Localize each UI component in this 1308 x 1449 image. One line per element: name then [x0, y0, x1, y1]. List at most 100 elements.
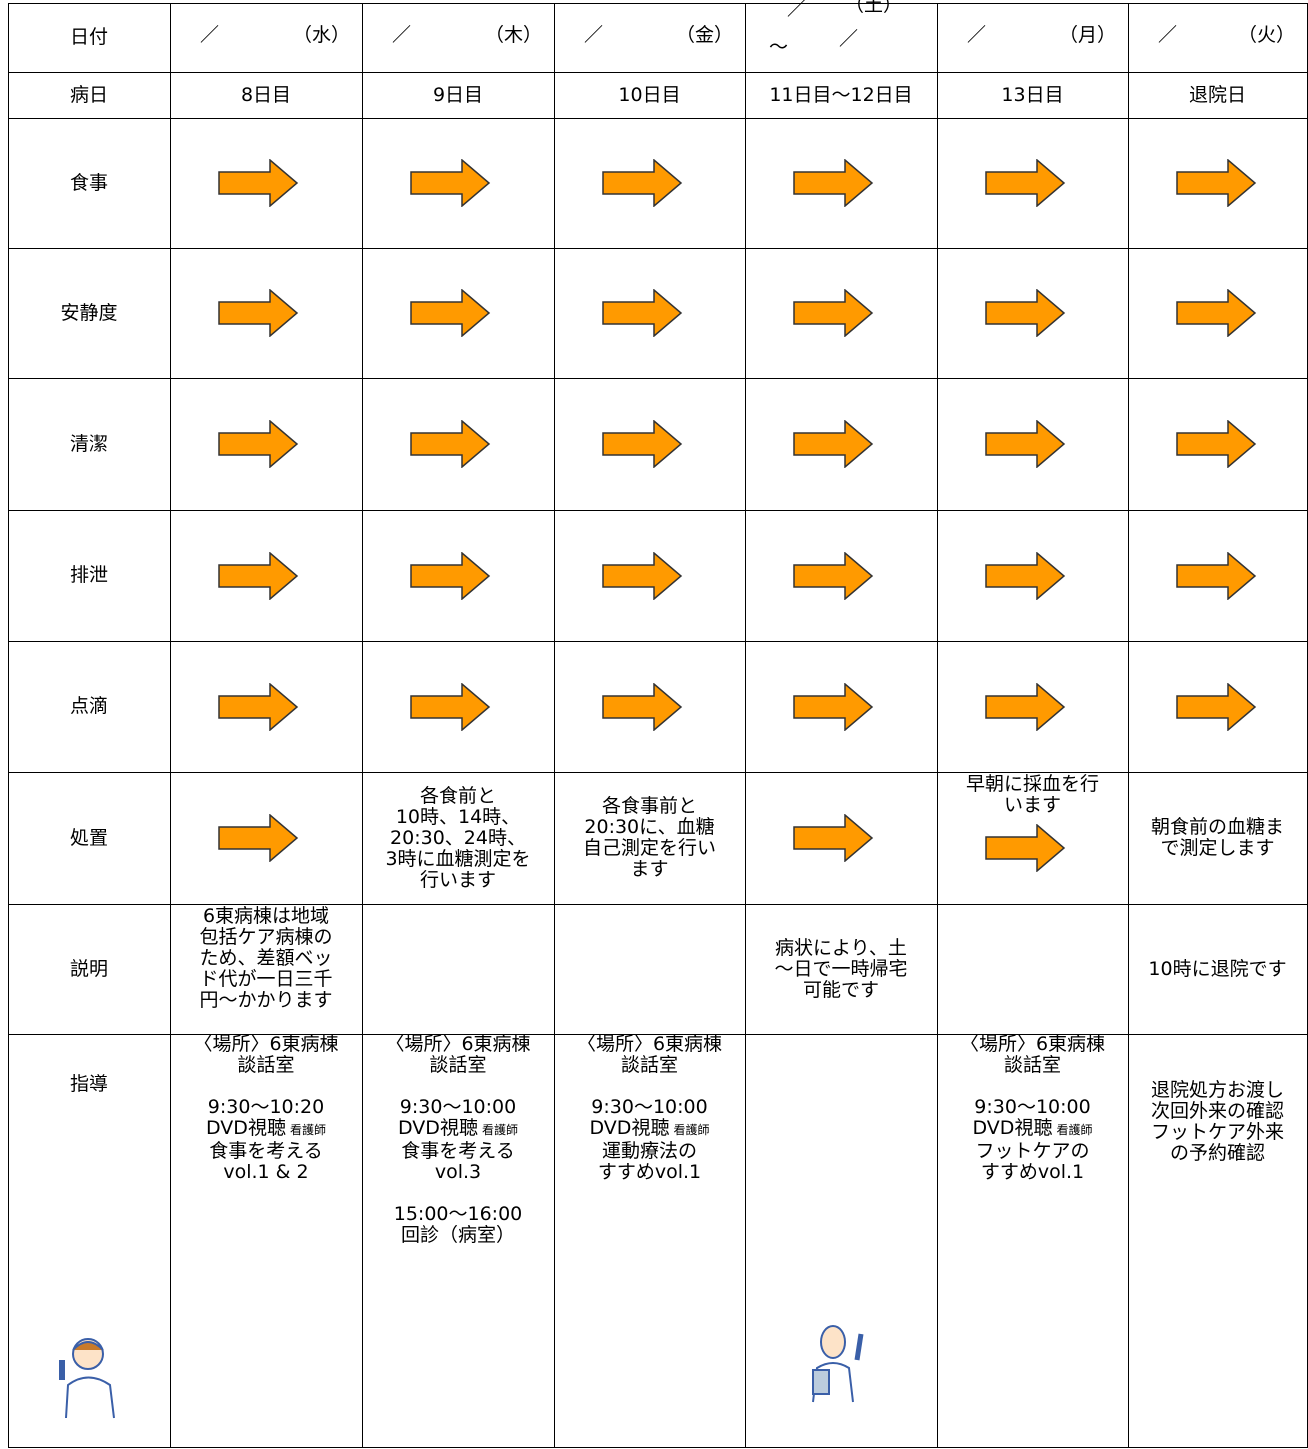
date-day: （金）: [675, 24, 733, 46]
label-text: 点滴: [69, 695, 108, 717]
cell-text: 病状により、土 ～日で一時帰宅 可能です: [774, 936, 908, 1001]
row-label: 点滴: [8, 641, 171, 773]
text-block: 退院処方お渡し 次回外来の確認 フットケア外来 の予約確認: [1151, 1080, 1284, 1164]
cell: 10日目: [554, 72, 746, 119]
row-label: 安静度: [8, 248, 171, 379]
text-line: 退院日: [1188, 83, 1246, 106]
text-line: 9:30～10:00: [974, 1096, 1091, 1118]
text-line: フットケアの: [975, 1140, 1090, 1162]
cell: [170, 641, 363, 773]
cell: ／ （月）: [937, 3, 1129, 73]
cell: [170, 118, 363, 249]
text-line: DVD視聴 看護師: [385, 1118, 530, 1141]
line-note: 看護師: [673, 1123, 710, 1137]
cell-text: 各食事前と 20:30に、血糖 自己測定を行い ます: [583, 796, 716, 880]
text-line: すすめvol.1: [980, 1161, 1085, 1183]
line-note: 看護師: [289, 1123, 326, 1137]
nurse-icon: [59, 1338, 115, 1419]
cell: [1128, 510, 1308, 642]
cell: [1128, 641, 1308, 773]
text-line: 10日目: [618, 83, 681, 106]
text-line: 病状により、土: [775, 936, 907, 959]
cell: [937, 510, 1129, 642]
date-mark: ／: [1158, 24, 1178, 46]
text-line: 20:30に、血糖: [584, 816, 715, 838]
cell: [362, 378, 555, 511]
date-mark: ／: [584, 24, 604, 46]
arrow: [410, 289, 491, 337]
text-line: 回診（病室）: [400, 1224, 515, 1246]
cell-text: 13日目: [1001, 83, 1064, 106]
text-line: 談話室: [429, 1054, 487, 1076]
text-line: 〈場所〉6東病棟: [193, 1033, 339, 1055]
row-label: 処置: [8, 772, 171, 905]
text-line: 〈場所〉6東病棟: [385, 1033, 531, 1055]
label-text: 食事: [69, 171, 108, 194]
row-label: 食事: [8, 118, 171, 249]
cell-text: 10日目: [618, 83, 681, 106]
cell: [362, 248, 555, 379]
text-block: 10日目: [618, 83, 681, 106]
label-text: 処置: [69, 826, 108, 849]
cell: [554, 378, 746, 511]
label-text: 日付: [69, 26, 108, 48]
text-line: 13日目: [1001, 83, 1064, 106]
arrow: [218, 289, 299, 337]
text-line: 行います: [419, 868, 496, 891]
cell: 退院日: [1128, 72, 1308, 119]
text-block: 13日目: [1001, 83, 1064, 106]
label-text: 排泄: [69, 564, 108, 586]
arrow: [410, 682, 491, 731]
text-block: 9:30～10:00 DVD視聴 看護師 フットケアの すすめvol.1: [960, 1097, 1105, 1183]
arrow: [985, 420, 1066, 468]
cell: ／ （火）: [1128, 3, 1308, 73]
cell: 11日目～12日目: [745, 72, 938, 119]
cell: [1128, 118, 1308, 249]
text-line: すすめvol.1: [597, 1161, 702, 1183]
cell: [1128, 378, 1308, 511]
text-line: 9:30～10:00: [399, 1096, 517, 1118]
row-label: 病日: [8, 72, 171, 119]
label-text: 説明: [69, 957, 108, 980]
date-day: （水）: [292, 24, 350, 46]
text-line: います: [1003, 794, 1061, 816]
date-day: （火）: [1237, 24, 1295, 46]
cell: [554, 904, 746, 1035]
arrow: [602, 159, 683, 207]
arrow: [1176, 159, 1257, 207]
cell: 9日目: [362, 72, 555, 119]
text-line: ド代が一日三千: [199, 968, 333, 990]
cell-text: 8日目: [241, 84, 291, 106]
cell: [745, 641, 938, 773]
cell-text: 〈場所〉6東病棟 談話室 9:30～10:20 DVD視聴 看護師 食事を考える vol.1…: [193, 1034, 338, 1183]
text-line: DVD視聴 看護師: [960, 1118, 1105, 1141]
cell: [745, 772, 938, 905]
text-line: 10時、14時、: [395, 805, 521, 828]
arrow: [793, 814, 874, 862]
cell: [745, 118, 938, 249]
text-line: 退院処方お渡し: [1150, 1079, 1284, 1101]
arrow: [793, 159, 874, 207]
text-line: vol.3: [434, 1161, 482, 1183]
cell-text: 6東病棟は地域 包括ケア病棟の ため、差額ベッ ド代が一日三千 円～かかります: [199, 906, 332, 1011]
row-label: 日付: [8, 3, 171, 73]
arrow: [410, 420, 491, 468]
text-line: 次回外来の確認: [1150, 1100, 1284, 1122]
cell: [745, 1034, 938, 1448]
arrow: [985, 159, 1066, 207]
text-line: 3時に血糖測定を: [385, 847, 531, 870]
cell: [937, 904, 1129, 1035]
cell-text: 10時に退院です: [1148, 958, 1286, 980]
text-line: 早朝に採血を行: [965, 773, 1099, 795]
text-line: ～日で一時帰宅: [774, 957, 908, 980]
cell-text: 9日目: [433, 84, 483, 106]
label-text: 指導: [69, 1073, 108, 1095]
cell: ／ （土） ～ ／: [745, 0, 938, 73]
arrow: [602, 682, 683, 731]
row-label: 指導: [8, 1034, 171, 1448]
arrow: [985, 551, 1066, 600]
text-line: 可能です: [802, 978, 879, 1001]
cell: ／ （木）: [362, 3, 555, 73]
cell: 朝食前の血糖ま で測定します: [1128, 772, 1308, 905]
cell-text: 退院処方お渡し 次回外来の確認 フットケア外来 の予約確認: [1151, 1080, 1284, 1164]
